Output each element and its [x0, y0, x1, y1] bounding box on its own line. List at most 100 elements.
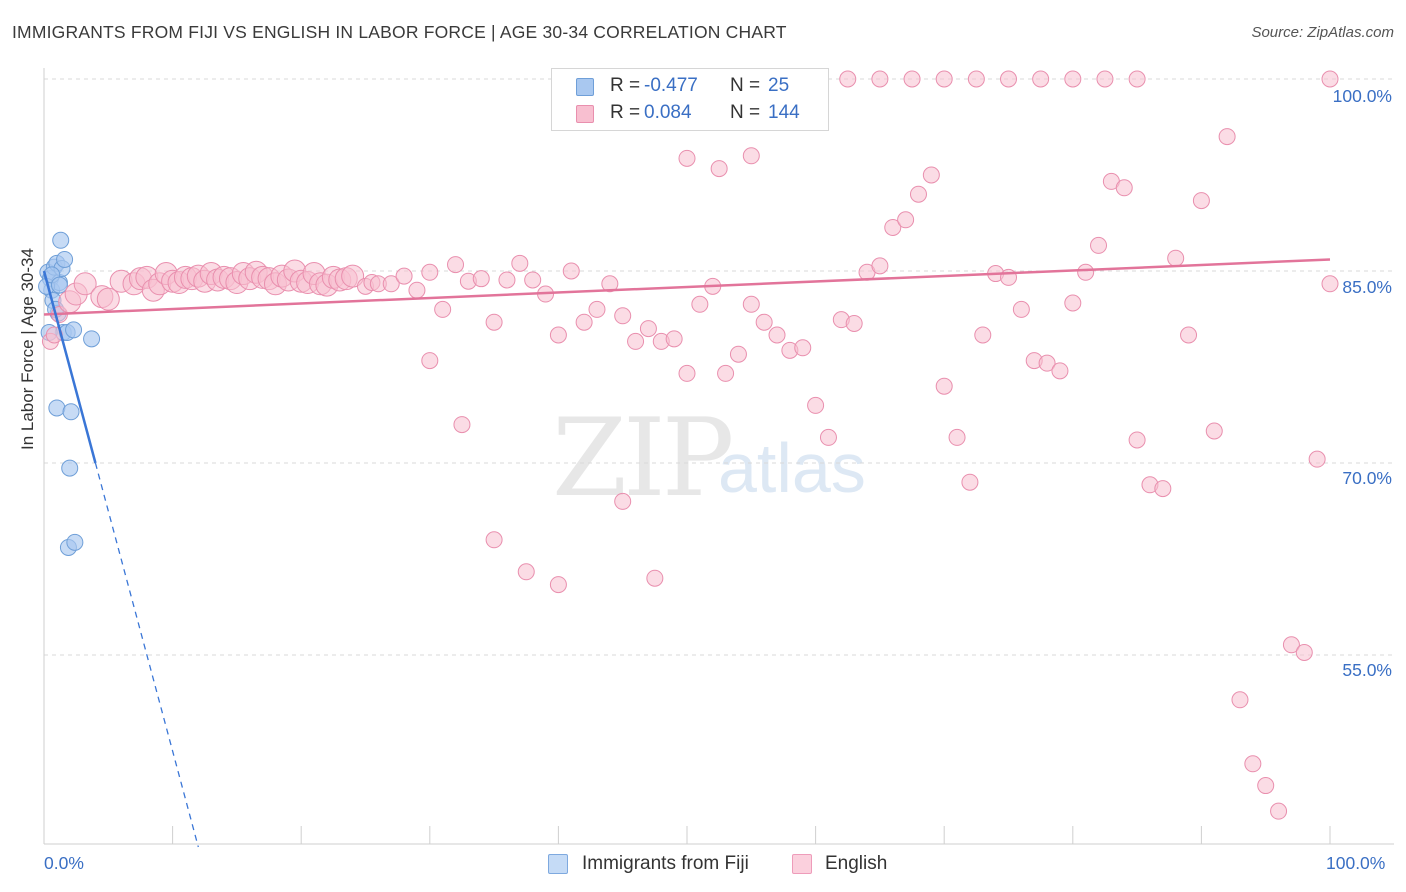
english-point — [1064, 294, 1082, 312]
english-point — [421, 352, 439, 370]
fiji-point — [56, 250, 74, 268]
english-point — [742, 295, 760, 313]
watermark-atlas: atlas — [718, 429, 866, 507]
english-point — [498, 271, 516, 289]
english-point — [575, 313, 593, 331]
english-point — [549, 326, 567, 344]
english-point — [485, 531, 503, 549]
english-point — [871, 70, 889, 88]
english-point — [909, 185, 927, 203]
legend-n-label: N = — [730, 75, 761, 96]
legend-n-label: N = — [730, 102, 761, 123]
legend-r-value: -0.477 — [644, 75, 698, 96]
english-point — [1000, 70, 1017, 88]
fiji-point — [83, 330, 101, 348]
english-point — [884, 218, 902, 236]
english-point — [839, 70, 857, 88]
fiji-points — [38, 231, 101, 556]
english-point — [1128, 70, 1146, 88]
english-points — [41, 70, 1339, 820]
x-tick-label: 0.0% — [44, 853, 84, 873]
english-point — [434, 300, 452, 318]
english-point — [691, 295, 709, 313]
english-point — [1270, 802, 1288, 820]
y-tick-label: 85.0% — [1342, 277, 1392, 297]
english-point — [73, 272, 97, 296]
english-point — [935, 377, 953, 395]
legend-swatch-fiji — [576, 78, 594, 96]
english-trend-line — [43, 258, 1331, 316]
legend-swatch-fiji — [548, 854, 568, 874]
english-point — [1295, 643, 1313, 661]
english-point — [794, 339, 812, 357]
english-point — [845, 314, 863, 332]
english-point — [382, 275, 400, 293]
english-point — [1321, 70, 1339, 88]
english-point — [549, 576, 567, 594]
fiji-point — [62, 403, 80, 421]
english-point — [1051, 362, 1069, 380]
english-point — [408, 281, 426, 299]
english-point — [1077, 263, 1095, 281]
english-point — [517, 563, 535, 581]
english-point — [717, 364, 735, 382]
legend-r-value: 0.084 — [644, 102, 692, 123]
english-point — [588, 300, 606, 318]
english-point — [1096, 70, 1114, 88]
english-point — [819, 428, 837, 446]
english-point — [1115, 179, 1133, 197]
legend-label-fiji: Immigrants from Fiji — [582, 853, 749, 874]
y-tick-label: 55.0% — [1342, 660, 1392, 680]
english-point — [614, 492, 632, 510]
english-point — [903, 70, 921, 88]
chart-title: IMMIGRANTS FROM FIJI VS ENGLISH IN LABOR… — [12, 22, 787, 42]
x-tick-label: 100.0% — [1326, 853, 1386, 873]
english-point — [768, 326, 786, 344]
english-point — [485, 313, 503, 331]
english-point — [922, 166, 940, 184]
english-point — [1090, 236, 1108, 254]
legend-label-english: English — [825, 853, 888, 874]
english-point — [948, 428, 966, 446]
english-point — [1038, 354, 1056, 372]
fiji-trend-line — [42, 270, 97, 464]
y-axis-label: In Labor Force | Age 30-34 — [18, 248, 37, 450]
english-point — [511, 254, 529, 272]
english-point — [665, 330, 683, 348]
english-point — [1321, 275, 1339, 293]
english-point — [742, 147, 760, 165]
fiji-point — [61, 459, 79, 477]
legend-swatch-english — [792, 854, 812, 874]
english-point — [807, 396, 825, 414]
english-point — [614, 307, 632, 325]
legend-n-value: 25 — [768, 75, 790, 96]
fiji-point — [65, 321, 83, 339]
english-point — [967, 70, 985, 88]
english-point — [1180, 326, 1198, 344]
english-point — [974, 326, 992, 344]
axes — [43, 68, 1394, 845]
english-point — [1257, 777, 1275, 795]
english-point — [395, 267, 413, 285]
english-point — [1282, 636, 1300, 654]
english-point — [472, 270, 490, 288]
fiji-point — [66, 533, 84, 551]
english-point — [341, 264, 365, 288]
english-point — [1244, 755, 1262, 773]
legend-swatch-english — [576, 105, 594, 123]
english-point — [562, 262, 580, 280]
legend-n-value: 144 — [768, 102, 800, 123]
english-point — [961, 473, 979, 491]
english-point — [1205, 422, 1223, 440]
english-point — [421, 263, 439, 281]
english-point — [1308, 450, 1326, 468]
english-point — [447, 256, 465, 274]
english-point — [627, 332, 645, 350]
english-point — [96, 287, 120, 311]
english-point — [1032, 70, 1050, 88]
english-point — [1218, 128, 1236, 146]
stats-legend: R = -0.477 N = 25 R = 0.084 N = 144 — [551, 68, 829, 131]
english-point — [755, 313, 773, 331]
english-point — [1192, 192, 1210, 210]
